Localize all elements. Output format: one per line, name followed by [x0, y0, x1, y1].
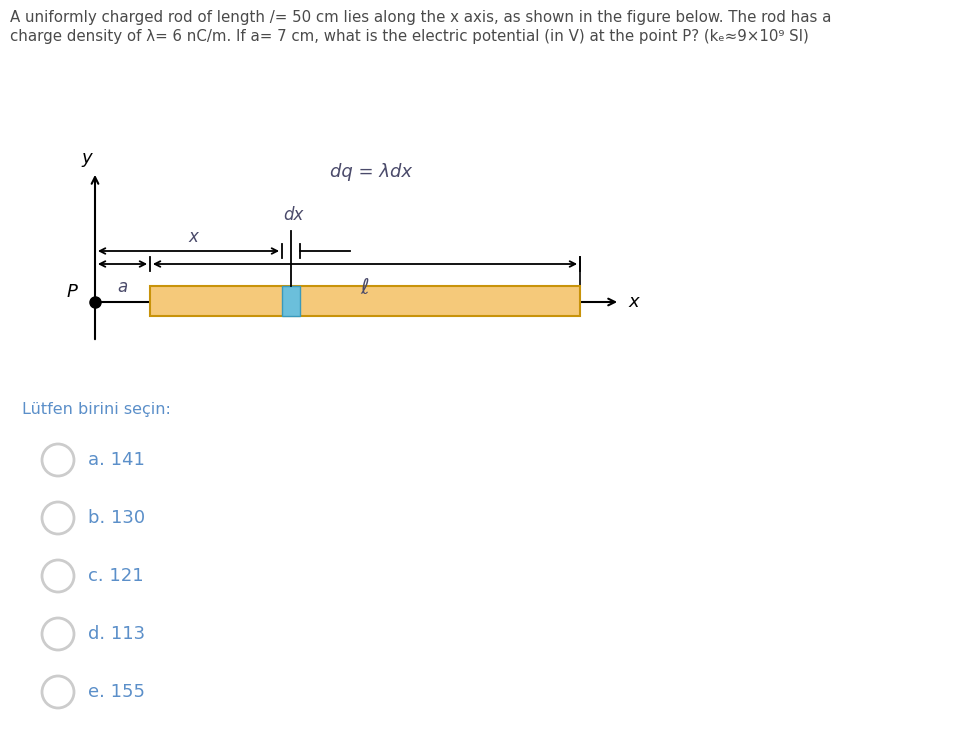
Text: y: y — [82, 149, 93, 167]
Text: charge density of λ= 6 nC/m. If a= 7 cm, what is the electric potential (in V) a: charge density of λ= 6 nC/m. If a= 7 cm,… — [10, 29, 809, 44]
Bar — [282, 286, 300, 316]
Text: b. 130: b. 130 — [88, 509, 145, 527]
Text: x: x — [628, 293, 639, 311]
Text: a. 141: a. 141 — [88, 451, 145, 469]
Text: Lütfen birini seçin:: Lütfen birini seçin: — [22, 402, 171, 417]
Text: A uniformly charged rod of length /= 50 cm lies along the x axis, as shown in th: A uniformly charged rod of length /= 50 … — [10, 10, 832, 25]
Text: P: P — [67, 283, 77, 301]
Text: dx: dx — [283, 206, 303, 224]
Text: e. 155: e. 155 — [88, 683, 145, 701]
Text: c. 121: c. 121 — [88, 567, 144, 585]
Text: a: a — [118, 278, 127, 296]
Text: x: x — [188, 228, 199, 246]
Text: d. 113: d. 113 — [88, 625, 145, 643]
Bar — [150, 286, 580, 316]
Text: ℓ: ℓ — [361, 278, 370, 298]
Text: dq = λdx: dq = λdx — [330, 163, 412, 181]
